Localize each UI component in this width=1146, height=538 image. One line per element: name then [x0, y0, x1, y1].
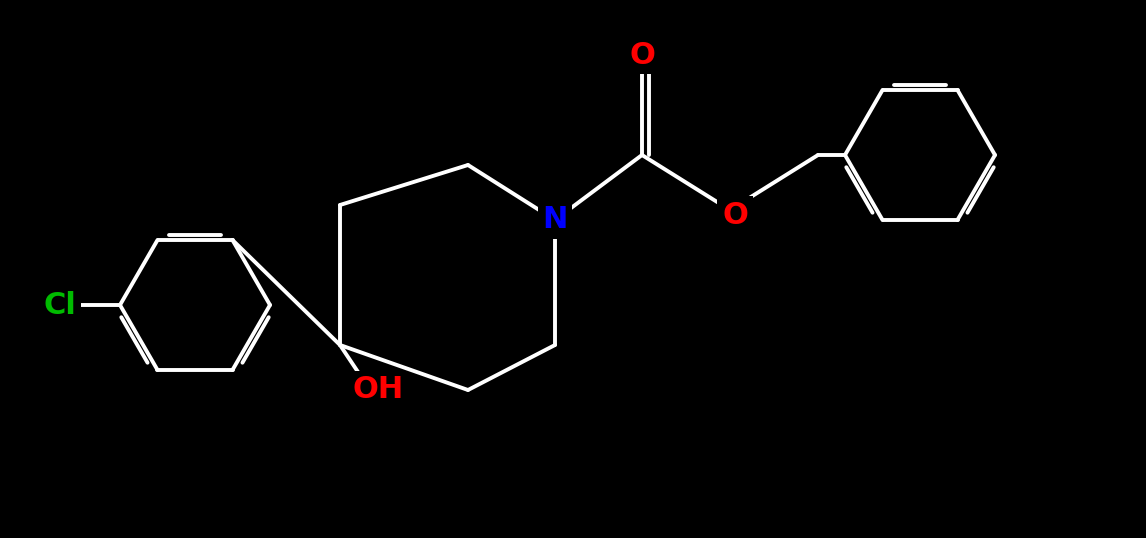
Text: Cl: Cl: [44, 291, 77, 320]
Text: O: O: [722, 201, 748, 230]
Text: N: N: [542, 206, 567, 235]
Text: O: O: [629, 40, 654, 69]
Text: OH: OH: [352, 376, 403, 405]
